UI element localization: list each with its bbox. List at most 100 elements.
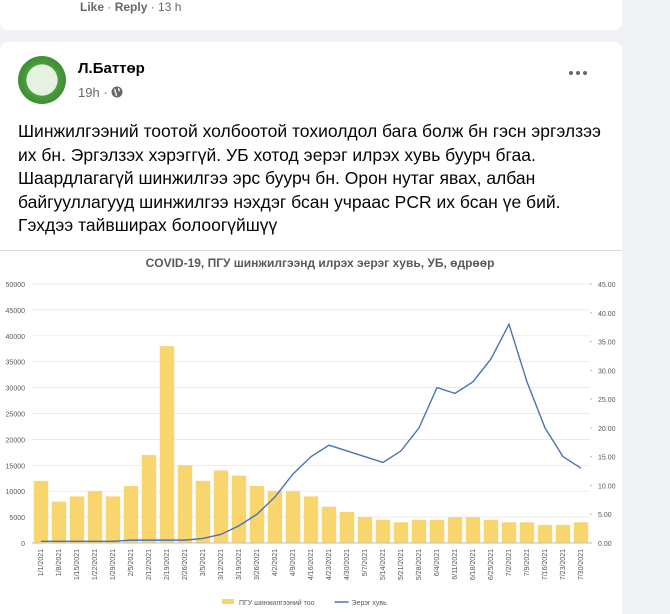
x-tick-label: 7/30/2021 (578, 549, 585, 580)
x-tick-label: 2/5/2021 (128, 549, 135, 576)
x-tick-label: 1/22/2021 (92, 549, 99, 580)
post-time-text[interactable]: 19h (78, 85, 100, 100)
y2-tick-label: 45.00 (598, 282, 616, 289)
x-tick-label: 3/5/2021 (200, 549, 207, 576)
x-tick-label: 4/23/2021 (326, 549, 333, 580)
x-tick-label: 7/16/2021 (542, 549, 549, 580)
line (41, 322, 582, 542)
chart[interactable]: COVID-19, ПГУ шинжилгээнд илрэх эерэг ху… (0, 250, 622, 614)
x-tick-label: 1/1/2021 (38, 549, 45, 576)
x-tick-label: 7/9/2021 (524, 549, 531, 576)
bar (519, 522, 535, 543)
y2-tick-label: 30.00 (598, 368, 616, 375)
x-tick-label: 6/4/2021 (434, 549, 441, 576)
y-tick-label: 5000 (9, 515, 25, 522)
x-tick-label: 4/9/2021 (290, 549, 297, 576)
x-tick-label: 1/8/2021 (56, 549, 63, 576)
bar (573, 522, 589, 543)
comment-actions: Like · Reply · 13 h (80, 0, 182, 14)
post-time: 19h · (78, 85, 123, 100)
y2-tick-label: 5.00 (598, 512, 612, 519)
like-link[interactable]: Like (80, 0, 105, 14)
y2-tick-label: 0.00 (598, 541, 612, 548)
x-tick-label: 2/26/2021 (182, 549, 189, 580)
bar (267, 491, 283, 543)
bar (555, 524, 571, 543)
more-button[interactable] (568, 70, 588, 76)
y2-tick-label: 35.00 (598, 340, 616, 347)
x-tick-label: 2/12/2021 (146, 549, 153, 580)
bar (483, 519, 499, 543)
x-tick-label: 4/30/2021 (344, 549, 351, 580)
bar (51, 501, 67, 543)
bar (195, 480, 211, 543)
x-tick-label: 4/16/2021 (308, 549, 315, 580)
bar (393, 522, 409, 543)
author-name[interactable]: Л.Баттөр (78, 60, 145, 77)
y-tick-label: 40000 (6, 334, 26, 341)
x-tick-label: 3/19/2021 (236, 549, 243, 580)
x-tick-label: 6/18/2021 (470, 549, 477, 580)
x-tick-label: 2/19/2021 (164, 549, 171, 580)
bar (411, 519, 427, 543)
bar (231, 475, 247, 543)
globe-icon (111, 86, 123, 98)
bar (177, 465, 193, 543)
y-tick-label: 25000 (6, 412, 26, 419)
x-tick-label: 1/15/2021 (74, 549, 81, 580)
x-tick-label: 3/26/2021 (254, 549, 261, 580)
x-tick-label: 7/23/2021 (560, 549, 567, 580)
bar (357, 517, 373, 543)
chart-title: COVID-19, ПГУ шинжилгээнд илрэх эерэг ху… (146, 256, 495, 270)
y-tick-label: 15000 (6, 463, 26, 470)
bar (447, 517, 463, 543)
y-tick-label: 10000 (6, 489, 26, 496)
legend-label: Эерэг хувь (352, 600, 388, 607)
bar (321, 506, 337, 543)
reply-link[interactable]: Reply (114, 0, 148, 14)
x-tick-label: 7/2/2021 (506, 549, 513, 576)
y-tick-label: 45000 (6, 308, 26, 315)
x-tick-label: 4/2/2021 (272, 549, 279, 576)
y-tick-label: 50000 (6, 282, 26, 289)
y2-tick-label: 20.00 (598, 426, 616, 433)
y-tick-label: 20000 (6, 437, 26, 444)
bar (105, 496, 121, 543)
y-tick-label: 0 (21, 541, 25, 548)
x-tick-label: 5/7/2021 (362, 549, 369, 576)
bar (87, 491, 103, 543)
x-tick-label: 6/25/2021 (488, 549, 495, 580)
bar (33, 480, 49, 543)
x-tick-label: 5/21/2021 (398, 549, 405, 580)
y2-tick-label: 10.00 (598, 483, 616, 490)
avatar[interactable] (18, 56, 66, 104)
bar (285, 491, 301, 543)
x-tick-label: 3/12/2021 (218, 549, 225, 580)
bar (339, 511, 355, 543)
y2-tick-label: 15.00 (598, 455, 616, 462)
bar (501, 522, 517, 543)
comment-card: Like · Reply · 13 h (0, 0, 622, 30)
comment-time: 13 h (158, 0, 182, 14)
bar (465, 517, 481, 543)
y2-tick-label: 40.00 (598, 311, 616, 318)
bar (141, 454, 157, 543)
bar (537, 524, 553, 543)
y2-tick-label: 25.00 (598, 397, 616, 404)
legend-label: ПГУ шинжилгээний тоо (239, 599, 315, 607)
bar (69, 496, 85, 543)
x-tick-label: 6/11/2021 (452, 549, 459, 580)
legend-swatch (222, 599, 234, 604)
bar (303, 496, 319, 543)
chart-background (0, 251, 622, 614)
bar (123, 486, 139, 543)
post-text: Шинжилгээний тоотой холбоотой тохиолдол … (18, 121, 601, 235)
bar (213, 470, 229, 543)
y-tick-label: 35000 (6, 360, 26, 367)
bar (375, 519, 391, 543)
bar (429, 519, 445, 543)
post-card: Л.Баттөр 19h · Шинжилгээний тоотой холбо… (0, 42, 622, 614)
y-tick-label: 30000 (6, 386, 26, 393)
x-tick-label: 5/14/2021 (380, 549, 387, 580)
